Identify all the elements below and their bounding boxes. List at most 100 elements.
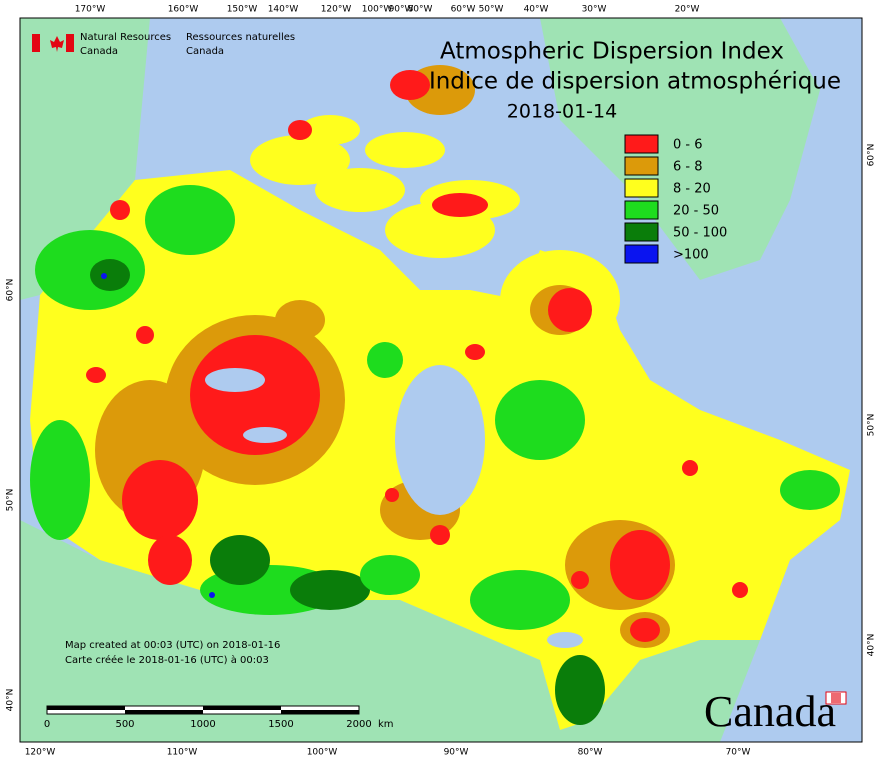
legend-swatch xyxy=(624,134,659,154)
scale-bar: 0 500 1000 1500 2000 km xyxy=(44,705,394,730)
legend-label: 20 - 50 xyxy=(673,204,719,219)
hudson-bay xyxy=(395,365,485,515)
alaska xyxy=(20,18,150,300)
lat-label: 60°N xyxy=(6,279,16,302)
legend-label: 6 - 8 xyxy=(673,160,703,175)
scale-seg xyxy=(203,706,281,710)
zone xyxy=(495,380,585,460)
zone xyxy=(630,618,660,642)
zone xyxy=(555,655,605,725)
zone xyxy=(30,420,90,540)
zone xyxy=(571,571,589,589)
legend-label: 50 - 100 xyxy=(673,226,727,241)
flag-bar xyxy=(32,34,40,52)
scale-label: 1500 xyxy=(268,719,293,730)
greenland xyxy=(540,18,820,280)
lon-label: 160°W xyxy=(168,5,199,15)
lon-label: 80°W xyxy=(408,5,433,15)
zone xyxy=(360,555,420,595)
lon-label: 120°W xyxy=(321,5,352,15)
zone xyxy=(35,230,145,310)
logo: Natural Resources Canada Ressources natu… xyxy=(32,32,295,57)
lake xyxy=(205,368,265,392)
zone xyxy=(288,120,312,140)
scale-label: 500 xyxy=(115,719,134,730)
note: Carte créée le 2018-01-16 (UTC) à 00:03 xyxy=(65,654,269,666)
zone xyxy=(110,200,130,220)
zone xyxy=(210,535,270,585)
zone xyxy=(732,582,748,598)
lon-label: 70°W xyxy=(726,748,751,758)
wordmark: Canada xyxy=(704,687,836,736)
zone xyxy=(190,335,320,455)
island xyxy=(315,168,405,212)
island xyxy=(250,135,350,185)
title: Indice de dispersion atmosphérique xyxy=(429,69,841,95)
zone xyxy=(209,592,215,598)
agency-fr: Canada xyxy=(186,46,224,57)
graticule: 170°W 160°W 150°W 140°W 120°W 100°W90°W80°W 60… xyxy=(6,5,877,758)
lon-label: 150°W xyxy=(227,5,258,15)
zone xyxy=(390,70,430,100)
lon-label: 170°W xyxy=(75,5,106,15)
zone xyxy=(101,273,107,279)
lon-label: 140°W xyxy=(268,5,299,15)
legend-swatch xyxy=(624,156,659,176)
note: Map created at 00:03 (UTC) on 2018-01-16 xyxy=(65,640,280,651)
lon-label: 100°W xyxy=(307,748,338,758)
lake xyxy=(547,632,583,648)
zone xyxy=(385,488,399,502)
lat-label: 50°N xyxy=(867,414,877,437)
zone xyxy=(610,530,670,600)
legend-swatch xyxy=(624,222,659,242)
scale-seg xyxy=(125,710,203,714)
island xyxy=(300,115,360,145)
lat-label: 40°N xyxy=(867,634,877,657)
zone xyxy=(86,367,106,383)
zone xyxy=(430,525,450,545)
lon-label: 80°W xyxy=(578,748,603,758)
lon-label: 60°W xyxy=(451,5,476,15)
scale-seg xyxy=(47,706,125,710)
lon-label: 30°W xyxy=(582,5,607,15)
usa xyxy=(20,520,760,742)
lon-label: 110°W xyxy=(167,748,198,758)
zone xyxy=(90,259,130,291)
agency-en: Natural Resources xyxy=(80,32,171,43)
zone xyxy=(290,570,370,610)
date: 2018-01-14 xyxy=(507,101,617,123)
lake xyxy=(243,427,287,443)
zone xyxy=(136,326,154,344)
lat-label: 60°N xyxy=(867,144,877,167)
zone xyxy=(367,342,403,378)
canada xyxy=(30,65,850,730)
legend-swatch xyxy=(624,200,659,220)
agency-fr: Ressources naturelles xyxy=(186,32,295,43)
lon-label: 120°W xyxy=(25,748,56,758)
zone xyxy=(145,185,235,255)
scale-unit: km xyxy=(378,719,394,730)
scale-label: 1000 xyxy=(190,719,215,730)
wordmark-flag-leaf xyxy=(831,693,841,703)
legend-swatch xyxy=(624,244,659,264)
lon-label: 90°W xyxy=(389,5,414,15)
map-frame xyxy=(19,17,863,743)
lat-label: 50°N xyxy=(6,489,16,512)
lon-label: 20°W xyxy=(675,5,700,15)
lat-label: 40°N xyxy=(6,689,16,712)
scale-seg xyxy=(281,710,359,714)
agency-en: Canada xyxy=(80,46,118,57)
lon-label: 40°W xyxy=(524,5,549,15)
title: Atmospheric Dispersion Index xyxy=(440,39,784,65)
legend: 0 - 6 6 - 8 8 - 20 20 - 50 50 - 100 >100 xyxy=(624,134,727,264)
island xyxy=(365,132,445,168)
legend-label: 0 - 6 xyxy=(673,138,703,153)
zone xyxy=(432,193,488,217)
flag-bar xyxy=(66,34,74,52)
zone xyxy=(275,300,325,340)
legend-label: >100 xyxy=(673,248,709,263)
zone xyxy=(148,535,192,585)
zone xyxy=(465,344,485,360)
zone xyxy=(682,460,698,476)
